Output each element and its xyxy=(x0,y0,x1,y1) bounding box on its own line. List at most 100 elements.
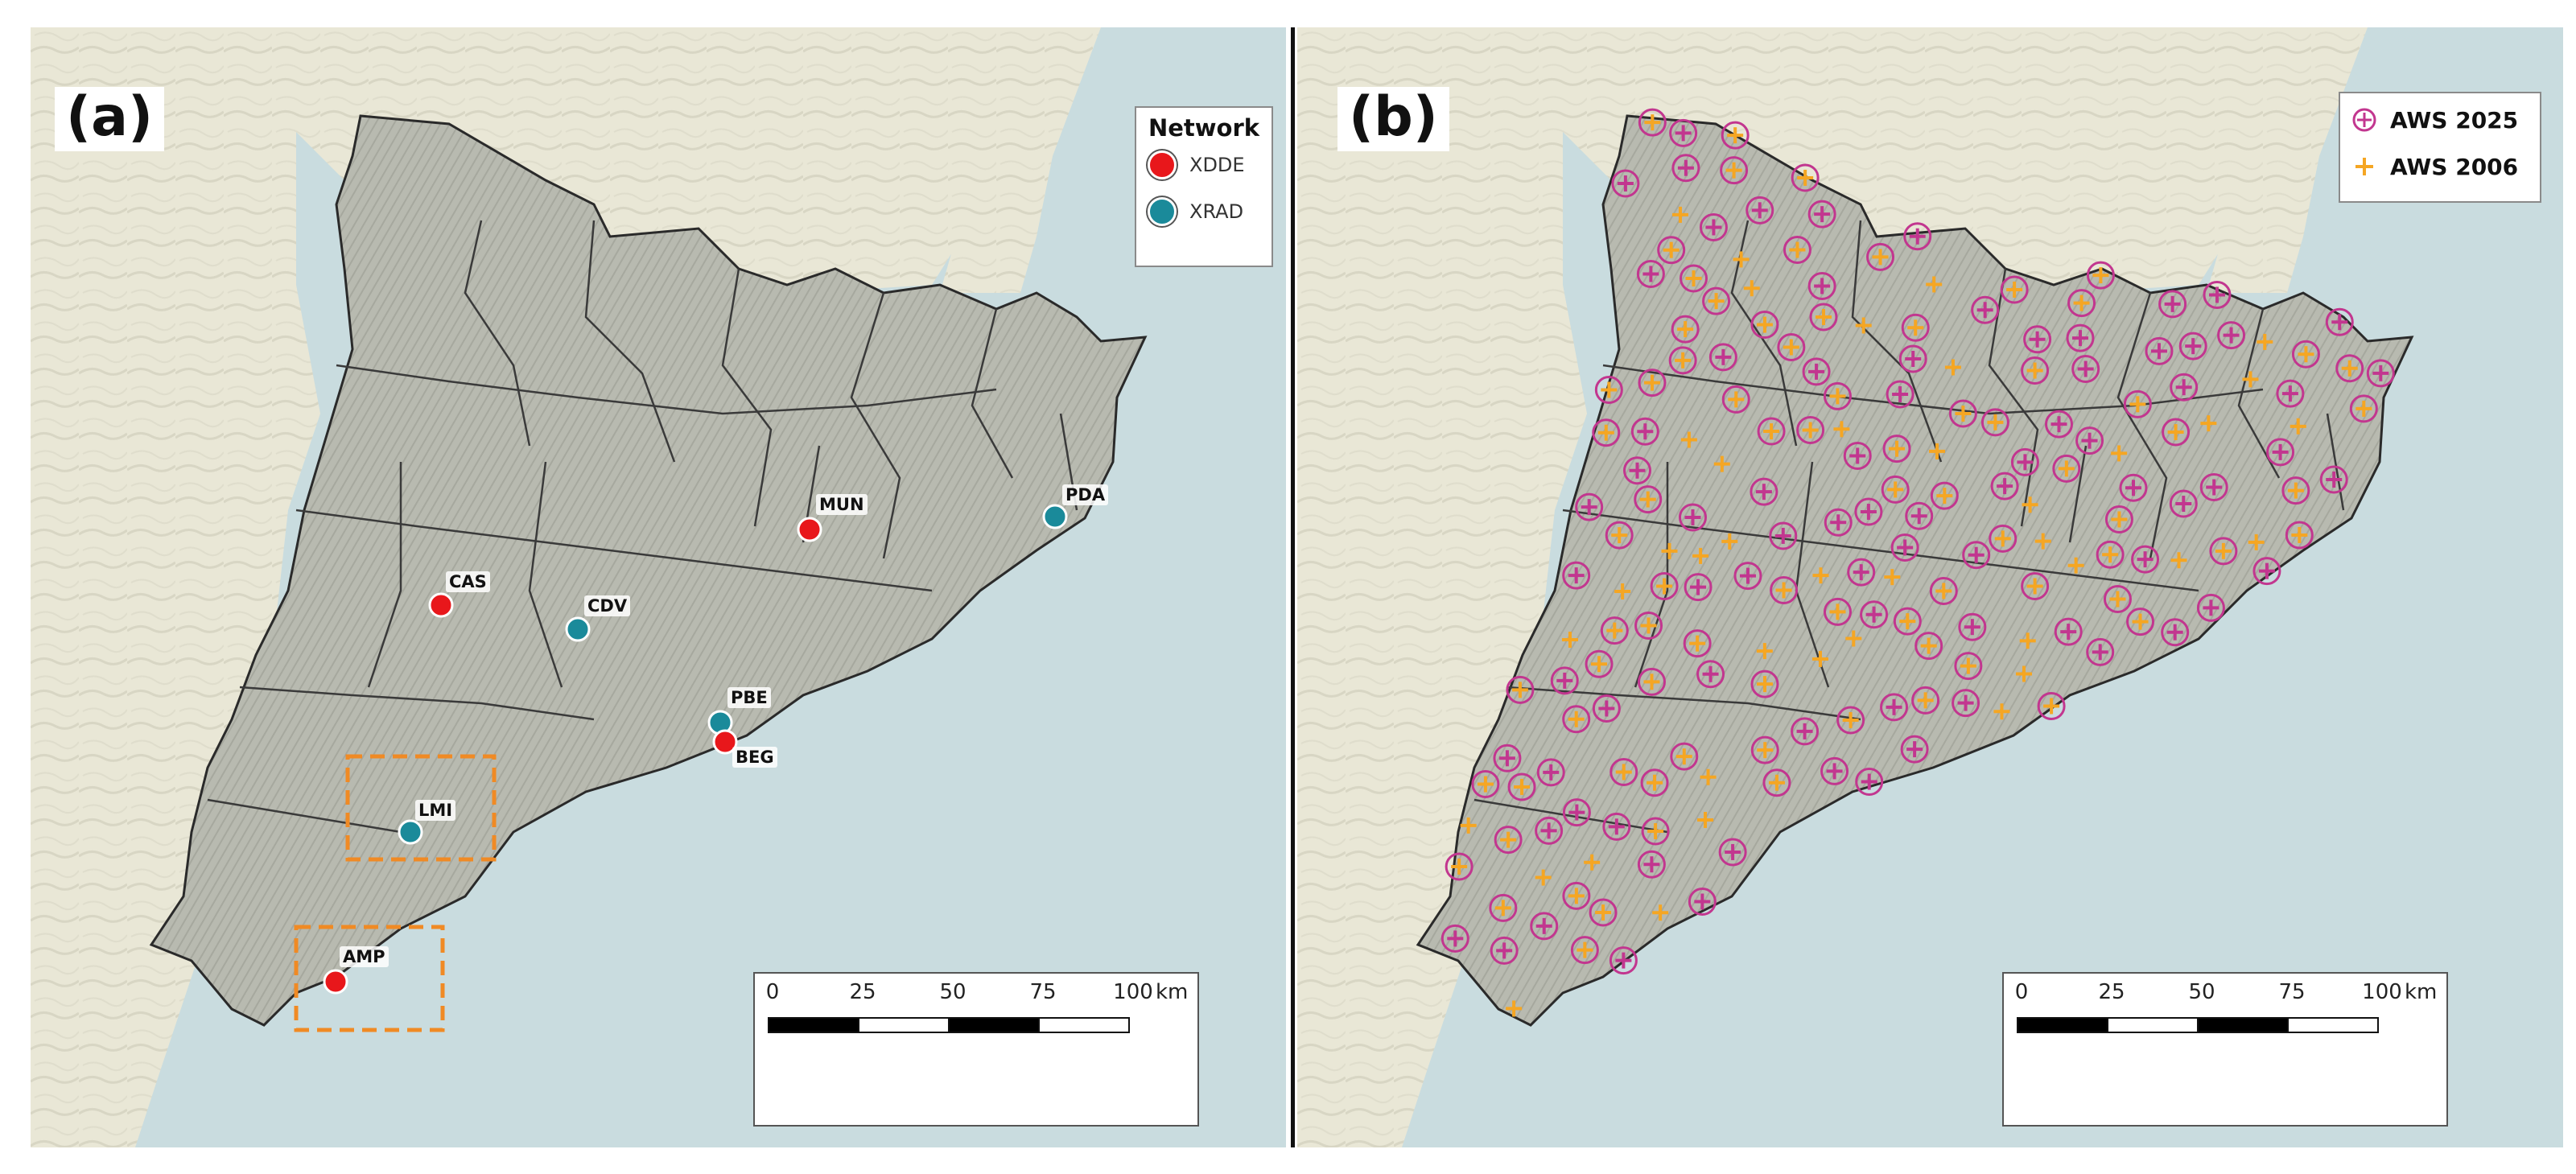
aws-station-marker xyxy=(1535,816,1564,845)
aws-station-marker xyxy=(2067,557,2084,574)
scale-tick: 25 xyxy=(2098,980,2125,1004)
aws-station-marker xyxy=(1630,417,1659,446)
station-marker-mun xyxy=(797,517,822,542)
aws-station-marker xyxy=(2066,323,2095,352)
aws-station-marker xyxy=(1791,717,1820,746)
station-marker-cas xyxy=(428,592,454,618)
scale-tick: 25 xyxy=(849,980,876,1004)
aws-station-marker xyxy=(1733,562,1762,591)
legend-item-label: XRAD xyxy=(1189,200,1244,223)
aws-station-marker xyxy=(2169,489,2198,518)
aws-station-marker xyxy=(2203,280,2232,309)
aws-station-marker xyxy=(2086,261,2115,290)
aws-station-marker xyxy=(1900,735,1929,764)
aws-station-marker xyxy=(1445,852,1473,881)
aws-station-marker xyxy=(1592,418,1621,447)
station-label-mun: MUN xyxy=(816,494,868,515)
aws-station-marker xyxy=(2325,307,2354,336)
aws-station-marker xyxy=(1993,703,2010,720)
legend-item-xrad: XRAD xyxy=(1136,188,1272,235)
scale-segment xyxy=(2107,1017,2199,1033)
scale-segment xyxy=(2017,1017,2108,1033)
aws-station-marker xyxy=(1836,706,1865,735)
panel-label-b: (b) xyxy=(1337,87,1449,151)
aws-station-marker xyxy=(1592,694,1621,723)
aws-station-marker xyxy=(1886,380,1914,409)
aws-station-marker xyxy=(2196,593,2225,622)
aws-station-marker xyxy=(1507,772,1536,801)
legend-item-aws-2006: AWS 2006 xyxy=(2340,143,2540,190)
catalonia-region xyxy=(1416,114,2414,1027)
panel-label-a: (a) xyxy=(55,87,165,151)
aws-station-marker xyxy=(1718,838,1747,867)
aws-station-marker xyxy=(1820,756,1849,785)
scale-segment xyxy=(2197,1017,2289,1033)
aws-station-marker xyxy=(1550,666,1579,695)
aws-station-marker xyxy=(1989,524,2018,553)
scale-unit: km xyxy=(1156,980,1189,1004)
aws-station-marker xyxy=(2290,418,2306,435)
aws-station-marker xyxy=(1671,154,1700,183)
scale-tick: 0 xyxy=(765,980,780,1004)
aws-station-marker xyxy=(1680,431,1697,448)
aws-station-marker xyxy=(1823,381,1852,410)
aws-station-marker xyxy=(1954,652,1983,681)
aws-station-marker xyxy=(2010,447,2039,476)
aws-station-marker xyxy=(2104,505,2133,533)
aws-station-marker xyxy=(2023,325,2052,354)
aws-station-marker xyxy=(2021,571,2050,600)
aws-station-marker xyxy=(1756,643,1773,660)
aws-station-marker xyxy=(1783,236,1811,265)
aws-station-marker xyxy=(1640,768,1669,797)
aws-station-marker xyxy=(1692,547,1709,564)
aws-station-marker xyxy=(1903,222,1932,251)
aws-station-marker xyxy=(1777,332,1806,361)
xrad-marker-icon xyxy=(1148,197,1177,226)
aws-station-marker xyxy=(1670,742,1699,771)
aws-station-marker xyxy=(1493,744,1522,772)
station-marker-lmi xyxy=(398,819,423,845)
map-base-b xyxy=(1297,27,2563,1147)
aws-station-marker xyxy=(1602,812,1631,841)
aws-station-marker xyxy=(1833,421,1850,438)
aws-station-marker xyxy=(1750,477,1778,506)
land-outside xyxy=(1297,27,2283,1147)
aws-station-marker xyxy=(1661,542,1678,559)
station-label-pbe: PBE xyxy=(727,687,771,708)
aws-station-marker xyxy=(1855,317,1872,334)
station-label-pda: PDA xyxy=(1062,484,1109,505)
station-label-beg: BEG xyxy=(732,747,777,768)
aws-station-marker xyxy=(2276,379,2305,408)
aws-station-marker xyxy=(1641,817,1670,846)
aws-station-marker xyxy=(2021,356,2050,385)
aws-station-marker xyxy=(1930,481,1959,510)
station-label-lmi: LMI xyxy=(415,800,456,821)
legend-item-label: AWS 2025 xyxy=(2390,106,2519,134)
aws-station-marker xyxy=(2281,476,2310,505)
xdde-marker-icon xyxy=(1148,150,1177,179)
aws-station-marker xyxy=(1971,295,2000,324)
aws-station-marker xyxy=(1535,869,1552,886)
aws-station-marker xyxy=(2119,473,2148,502)
france-coast xyxy=(940,27,1101,293)
aws-station-marker xyxy=(1823,597,1852,626)
aws-station-marker xyxy=(2022,496,2038,513)
aws-station-marker xyxy=(1745,196,1774,225)
aws-station-marker xyxy=(2034,533,2051,550)
scale-tick: 100 xyxy=(2362,980,2402,1004)
aws-station-marker xyxy=(1489,893,1518,922)
land-outside xyxy=(31,27,1016,1147)
aws-station-marker xyxy=(1890,533,1919,562)
aws-station-marker xyxy=(1702,286,1731,315)
aws-station-marker xyxy=(2200,415,2217,432)
aws-station-marker xyxy=(2045,410,2074,439)
aws-station-marker xyxy=(2248,533,2265,550)
aws-station-marker xyxy=(1884,569,1901,586)
aws-station-marker xyxy=(1713,455,1730,472)
comarca-boundaries xyxy=(1473,220,2345,834)
legend-network: Network XDDE XRAD xyxy=(1135,106,1273,267)
station-marker-cdv xyxy=(565,616,591,642)
aws-station-marker xyxy=(1684,573,1713,602)
legend-title: Network xyxy=(1148,114,1260,142)
scale-tick: 100 xyxy=(1113,980,1153,1004)
